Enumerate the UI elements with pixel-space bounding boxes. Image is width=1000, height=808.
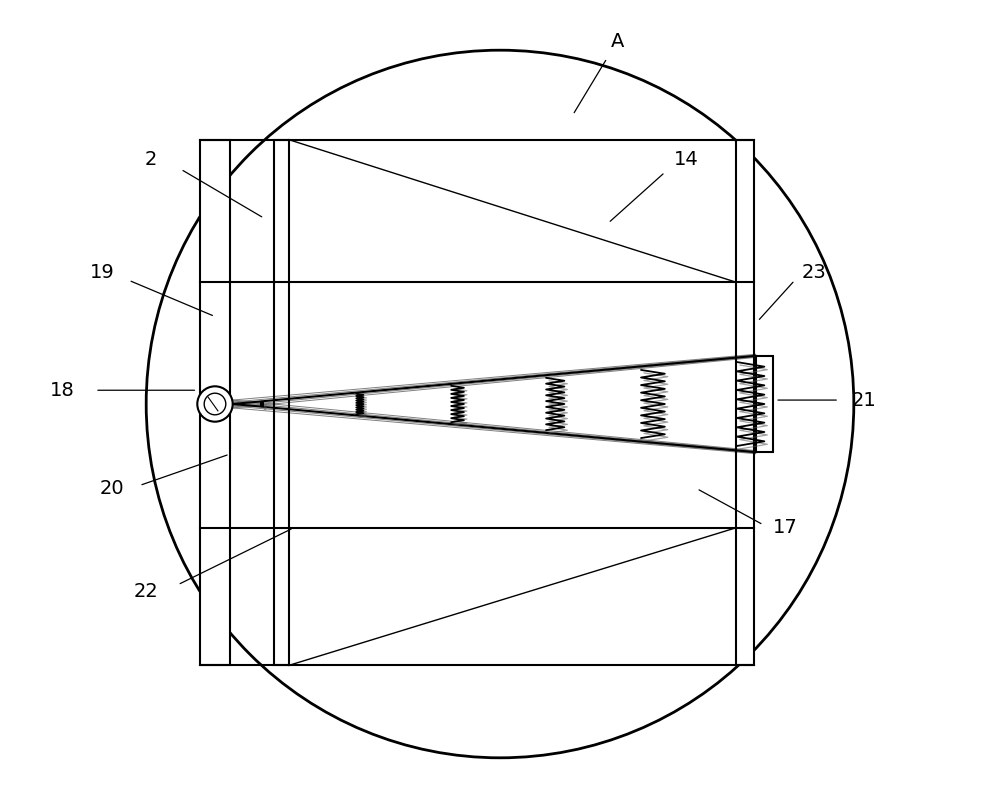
Bar — [200, 140, 230, 666]
Text: 17: 17 — [773, 519, 797, 537]
Text: 21: 21 — [851, 390, 876, 410]
Text: 18: 18 — [50, 381, 75, 400]
Bar — [736, 140, 754, 666]
Text: 19: 19 — [90, 263, 114, 282]
Bar — [756, 356, 773, 452]
Text: 2: 2 — [145, 149, 157, 169]
Text: 20: 20 — [99, 479, 124, 498]
Text: 23: 23 — [802, 263, 827, 282]
Text: 14: 14 — [674, 149, 699, 169]
Circle shape — [146, 50, 854, 758]
Text: 22: 22 — [134, 583, 159, 601]
Text: A: A — [611, 32, 625, 51]
Bar — [274, 140, 289, 666]
Circle shape — [197, 386, 233, 422]
